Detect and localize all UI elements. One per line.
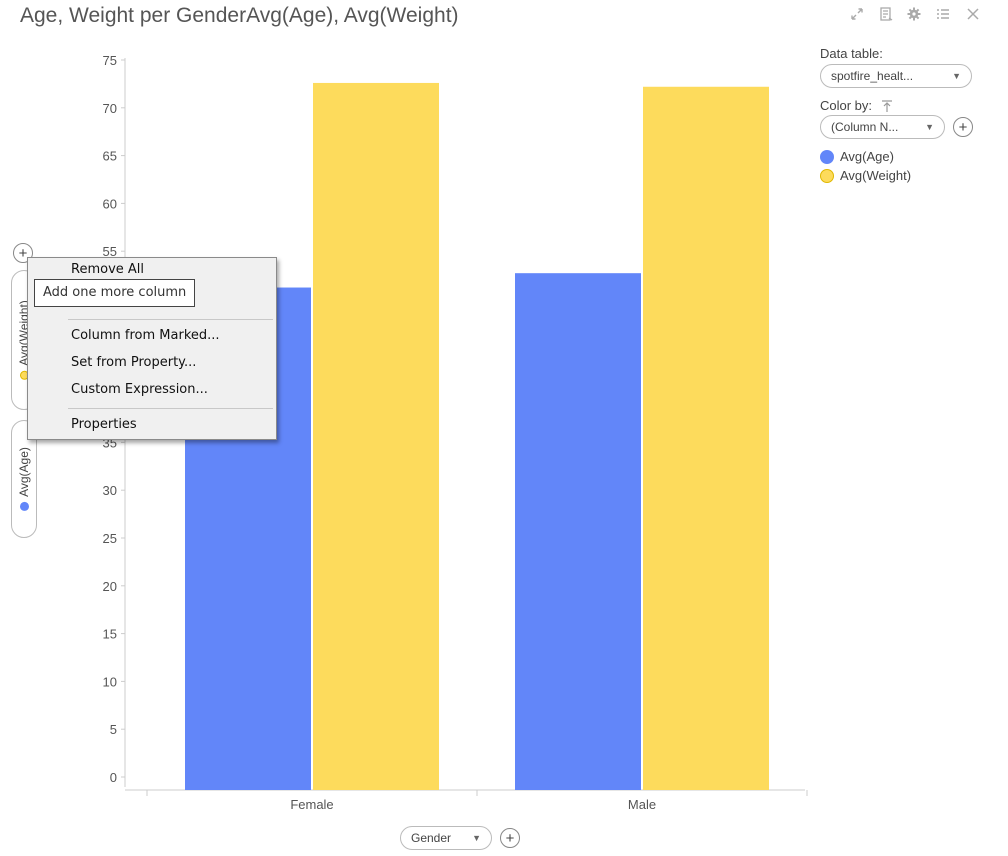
legend-panel: Data table: spotfire_healt... ▼ Color by… (820, 46, 1000, 183)
y-tick-label: 20 (103, 579, 117, 594)
legend-item-label: Avg(Age) (840, 149, 894, 164)
close-icon[interactable] (964, 6, 982, 24)
menu-separator (68, 319, 273, 320)
y-tick-label: 15 (103, 627, 117, 642)
y-tick-label: 30 (103, 483, 117, 498)
menu-item-remove-all[interactable]: Remove All (71, 262, 145, 277)
y-tick-label: 55 (103, 244, 117, 259)
legend-item-avg-weight[interactable]: Avg(Weight) (820, 168, 1000, 183)
x-axis-selector[interactable]: Gender ▼ (400, 826, 492, 850)
bars-group (185, 82, 769, 791)
bar[interactable] (313, 82, 439, 791)
bar[interactable] (643, 86, 769, 790)
legend-swatch (19, 501, 29, 511)
x-tick-labels: Female Male (290, 797, 656, 812)
y-tick-label: 65 (103, 149, 117, 164)
bar[interactable] (515, 273, 641, 790)
y-tick-label: 70 (103, 101, 117, 116)
color-by-value: (Column N... (831, 120, 899, 134)
tooltip: Add one more column (34, 279, 196, 307)
legend-item-avg-age[interactable]: Avg(Age) (820, 149, 1000, 164)
data-table-selector[interactable]: spotfire_healt... ▼ (820, 64, 972, 88)
chevron-down-icon: ▼ (925, 122, 934, 132)
add-x-column-button[interactable]: + (500, 828, 520, 848)
x-tick-label: Male (628, 797, 656, 812)
y-tick-label: 0 (110, 770, 117, 785)
y-tick-label: 5 (110, 722, 117, 737)
data-table-value: spotfire_healt... (831, 69, 914, 83)
expand-icon[interactable] (848, 6, 866, 24)
y-tick-label: 25 (103, 531, 117, 546)
chevron-down-icon: ▼ (472, 833, 481, 843)
list-icon[interactable] (934, 6, 952, 24)
color-by-label: Color by: (820, 98, 873, 113)
legend-swatch (820, 149, 834, 164)
legend-swatch (820, 168, 834, 183)
y-axis-pill-label: Avg(Age) (17, 447, 31, 497)
menu-item-properties[interactable]: Properties (71, 417, 137, 432)
data-table-label: Data table: (820, 46, 883, 61)
menu-item-set-from-property[interactable]: Set from Property... (71, 355, 197, 370)
chevron-down-icon: ▼ (952, 71, 961, 81)
x-axis-selector-label: Gender (411, 831, 452, 845)
menu-item-custom-expression[interactable]: Custom Expression... (71, 382, 208, 397)
menu-separator (68, 408, 273, 409)
x-axis-selector-group: Gender ▼ + (400, 826, 520, 850)
y-tick-label: 60 (103, 196, 117, 211)
bar-chart: 051015202530354045505560657075 FemaleMal… (103, 53, 808, 812)
details-icon[interactable] (877, 6, 895, 24)
chart-title: Age, Weight per GenderAvg(Age), Avg(Weig… (20, 4, 459, 27)
x-tick-label: Female (290, 797, 333, 812)
legend-item-label: Avg(Weight) (840, 168, 912, 183)
settings-icon[interactable] (905, 6, 923, 24)
add-color-column-button[interactable]: + (953, 117, 973, 137)
y-tick-label: 75 (103, 53, 117, 68)
y-tick-label: 10 (103, 674, 117, 689)
menu-item-column-from-marked[interactable]: Column from Marked... (71, 328, 220, 343)
color-by-selector[interactable]: (Column N... ▼ (820, 115, 945, 139)
pin-top-icon[interactable] (880, 99, 894, 113)
